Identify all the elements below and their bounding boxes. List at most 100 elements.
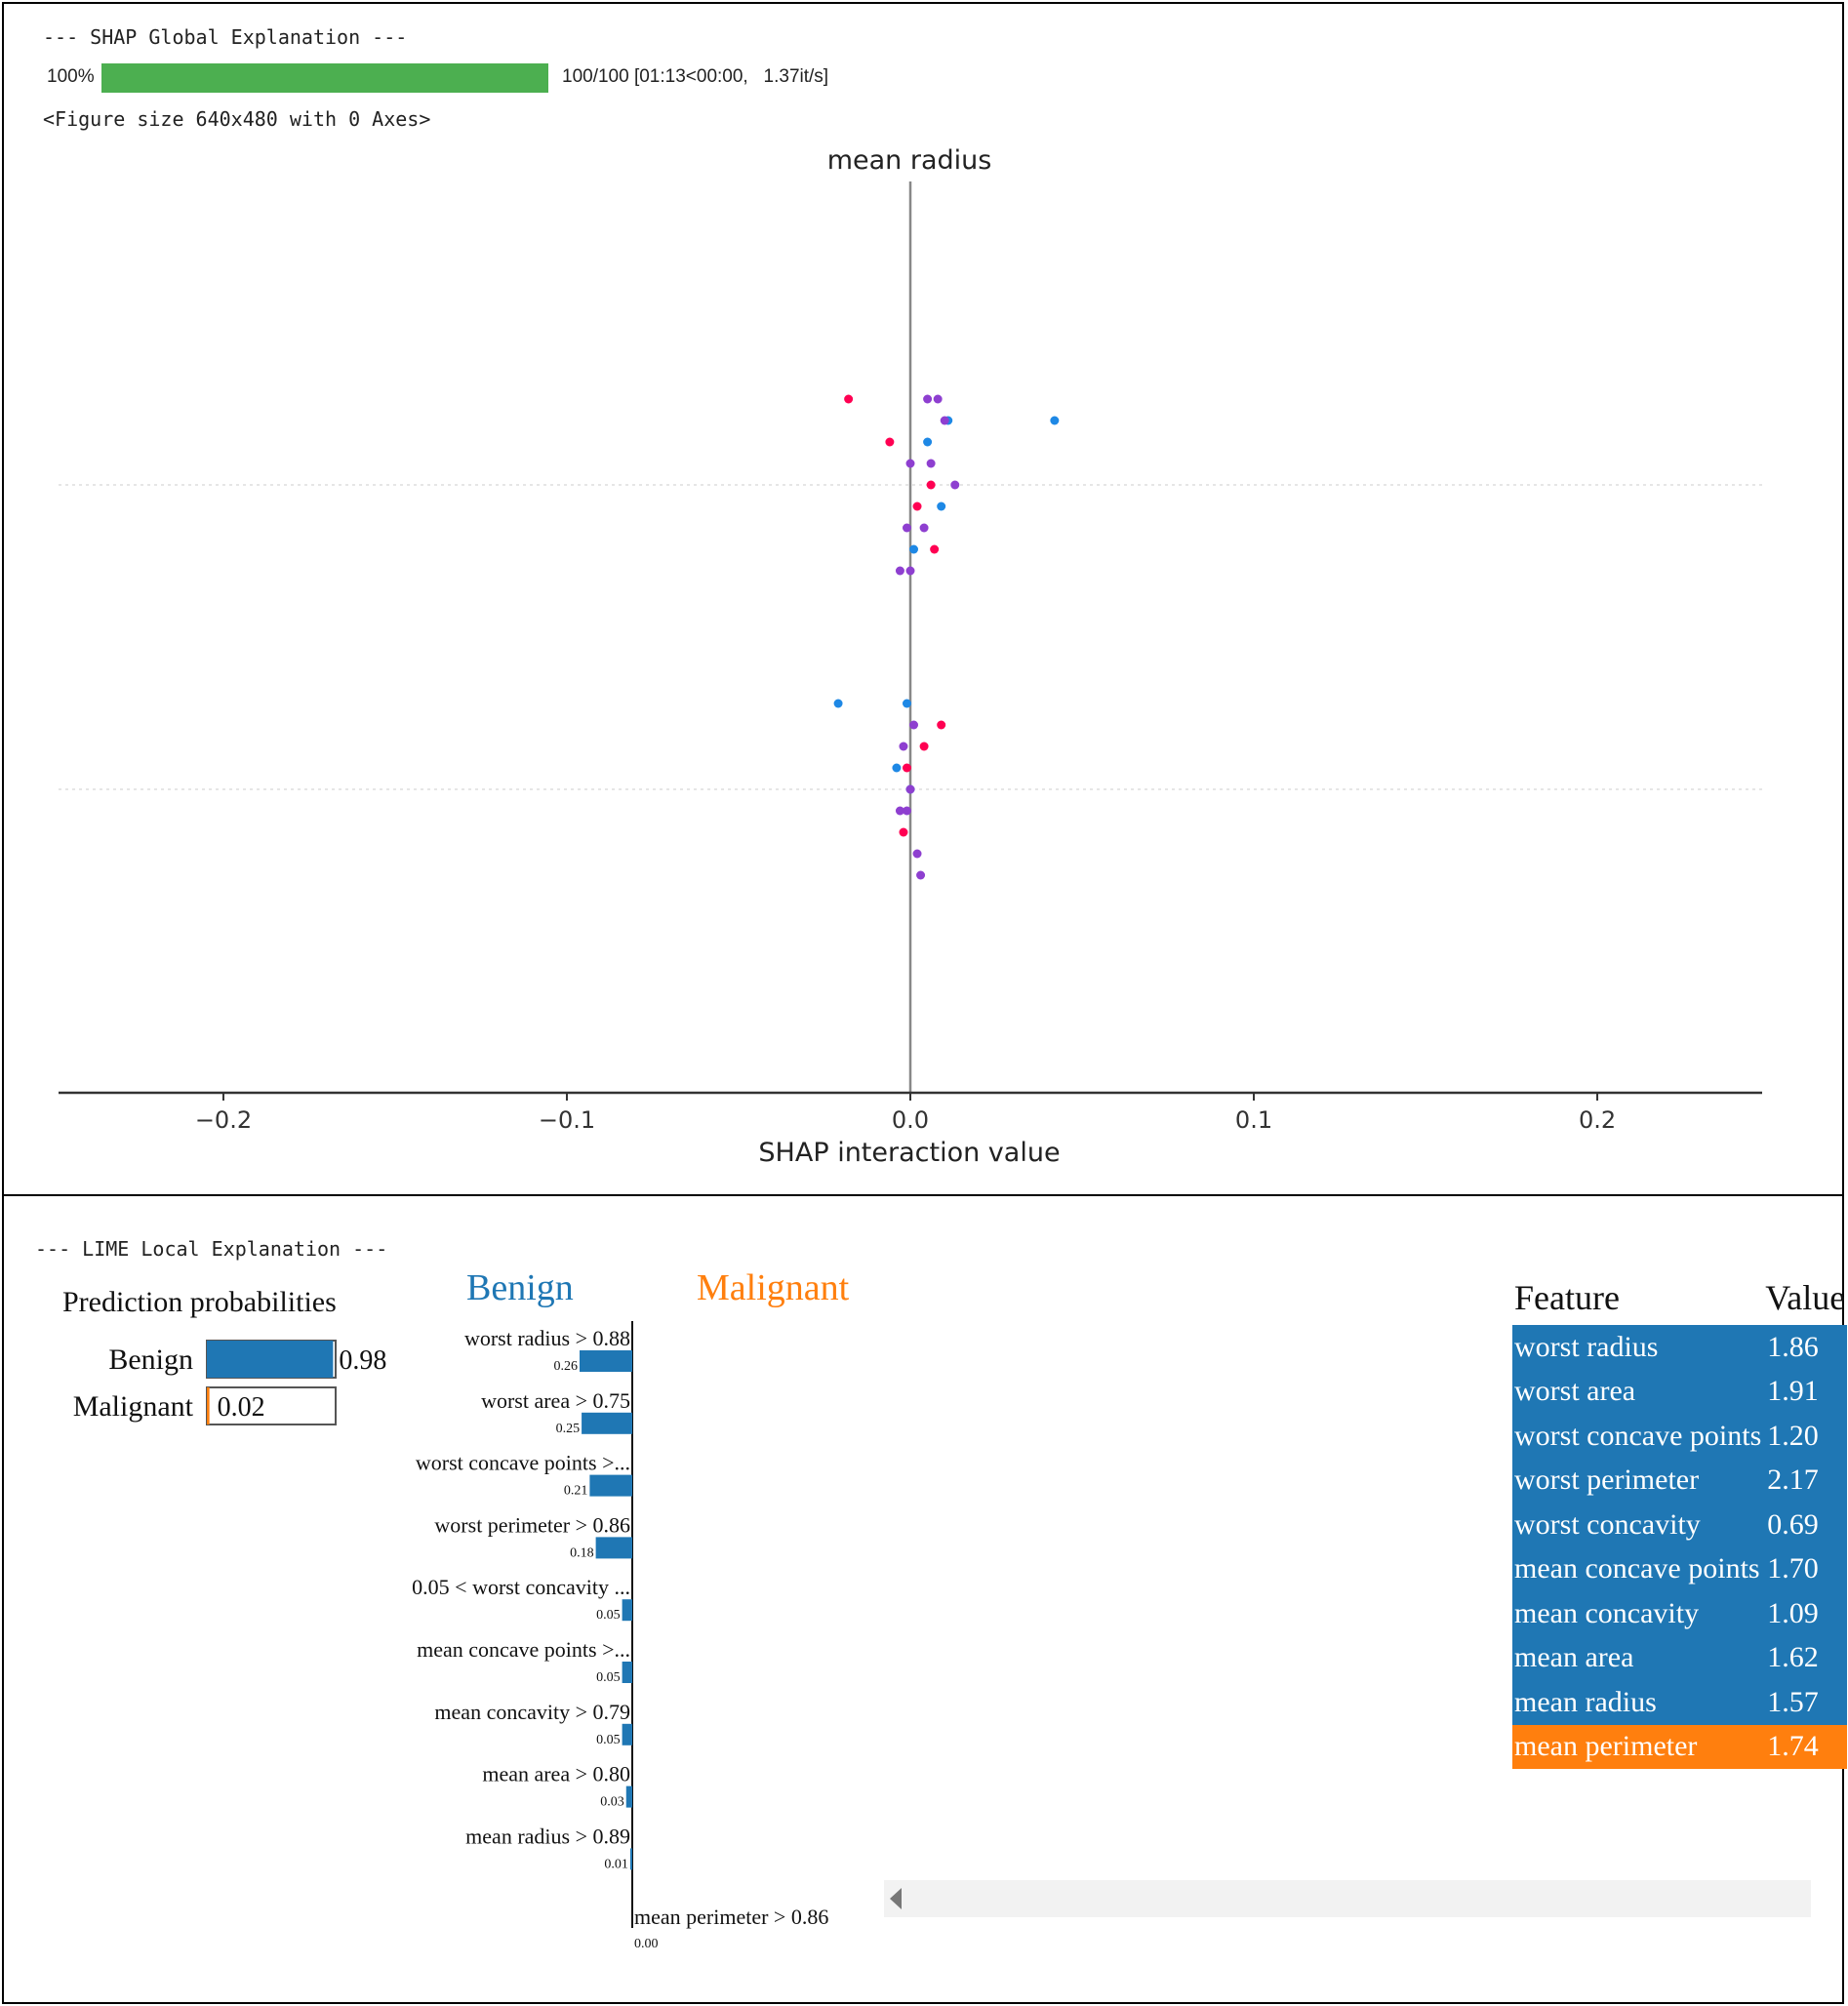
feature-bar-value: 0.21 xyxy=(564,1484,588,1499)
scatter-point xyxy=(926,480,936,490)
feature-bar-value: 0.05 xyxy=(596,1670,621,1685)
scatter-point xyxy=(950,480,960,490)
prob-bar-malignant xyxy=(207,1387,210,1424)
horizontal-scrollbar[interactable] xyxy=(884,1880,1811,1917)
scatter-point xyxy=(916,870,926,880)
shap-section-title: --- SHAP Global Explanation --- xyxy=(43,25,408,49)
scatter-point xyxy=(895,806,904,816)
feature-bar xyxy=(580,1350,632,1372)
progress-bar xyxy=(101,63,548,93)
shap-panel: --- SHAP Global Explanation --- 100% 100… xyxy=(2,2,1844,1196)
prob-bar-outline xyxy=(206,1386,337,1425)
scatter-point xyxy=(923,437,933,447)
feature-value-cell: 1.57 xyxy=(1767,1685,1819,1718)
scatter-point xyxy=(937,720,946,730)
feature-value-cell: 1.62 xyxy=(1767,1641,1819,1674)
table-row: worst concavity 0.69 xyxy=(1512,1503,1848,1547)
scatter-point xyxy=(905,459,915,468)
feature-label: mean concavity > 0.79 xyxy=(434,1700,630,1724)
scatter-point xyxy=(902,699,911,708)
prob-value: 0.02 xyxy=(218,1392,265,1423)
feature-name-cell: mean radius xyxy=(1514,1685,1657,1718)
feature-label: mean radius > 0.89 xyxy=(465,1824,630,1848)
feature-value-table: Feature Value worst radius 1.86 worst area… xyxy=(1512,1270,1848,1769)
feature-name-cell: worst area xyxy=(1514,1375,1636,1408)
table-row: worst area 1.91 xyxy=(1512,1369,1848,1414)
feature-bar xyxy=(582,1412,632,1434)
feature-bar xyxy=(629,1848,632,1870)
table-row: worst radius 1.86 xyxy=(1512,1325,1848,1370)
scatter-point xyxy=(937,502,946,511)
feature-value-cell: 1.86 xyxy=(1767,1330,1819,1363)
scatter-point xyxy=(933,394,943,404)
x-tick-label: −0.1 xyxy=(539,1106,595,1134)
lime-section-title: --- LIME Local Explanation --- xyxy=(35,1237,388,1261)
feature-value-cell: 1.70 xyxy=(1767,1552,1819,1585)
scatter-point xyxy=(902,763,911,773)
shap-scatter-chart: mean radius SHAP interaction value −0.2−… xyxy=(59,145,1762,1168)
feature-label: 0.05 < worst concavity ... xyxy=(412,1575,630,1599)
scatter-point xyxy=(892,763,902,773)
table-row: mean concavity 1.09 xyxy=(1512,1591,1848,1636)
progress-percent: 100% xyxy=(47,66,95,87)
scatter-point xyxy=(902,523,911,533)
feature-label: worst concave points >... xyxy=(416,1451,630,1475)
feature-name-cell: worst concave points xyxy=(1514,1419,1762,1452)
feature-value-cell: 1.20 xyxy=(1767,1419,1819,1452)
scroll-left-arrow-icon[interactable] xyxy=(890,1888,902,1909)
lime-feature-chart: worst radius > 0.88 0.26 worst area > 0.75… xyxy=(412,1321,828,1951)
table-row: worst perimeter 2.17 xyxy=(1512,1458,1848,1503)
feature-bar xyxy=(622,1723,632,1745)
feature-bar xyxy=(622,1599,632,1622)
x-tick-label: 0.0 xyxy=(892,1106,929,1134)
prob-value: 0.98 xyxy=(339,1345,386,1376)
prob-label-malignant: Malignant xyxy=(73,1390,194,1423)
scatter-point xyxy=(885,437,895,447)
feature-name-cell: mean concavity xyxy=(1514,1596,1700,1629)
feature-label: worst area > 0.75 xyxy=(481,1388,630,1413)
scatter-point xyxy=(895,566,904,576)
feature-bar-value: 0.03 xyxy=(600,1795,624,1810)
feature-name-cell: worst concavity xyxy=(1514,1507,1701,1541)
table-header-row: Feature Value xyxy=(1512,1270,1847,1325)
prob-bar-benign xyxy=(207,1341,334,1378)
x-tick-label: −0.2 xyxy=(195,1106,252,1134)
scatter-point xyxy=(940,416,949,425)
feature-bar-value: 0.05 xyxy=(596,1733,621,1747)
feature-name-cell: mean perimeter xyxy=(1514,1730,1698,1763)
table-row: worst concave points 1.20 xyxy=(1512,1414,1848,1459)
scatter-point xyxy=(923,394,933,404)
feature-bar xyxy=(625,1785,632,1808)
class-label-malignant: Malignant xyxy=(697,1267,850,1308)
figure-size-note: <Figure size 640x480 with 0 Axes> xyxy=(43,107,431,131)
table-row: mean concave points 1.70 xyxy=(1512,1546,1848,1591)
feature-value-cell: 1.74 xyxy=(1767,1730,1819,1763)
feature-bar-value: 0.26 xyxy=(554,1359,579,1374)
feature-bar xyxy=(622,1662,632,1683)
feature-bar-value: 0.18 xyxy=(570,1545,594,1560)
lime-panel: --- LIME Local Explanation --- Predictio… xyxy=(2,1194,1848,2004)
chart-title: mean radius xyxy=(827,145,992,176)
table-row: mean perimeter 1.74 xyxy=(1512,1724,1848,1769)
scatter-point xyxy=(912,849,922,859)
feature-value-cell: 2.17 xyxy=(1767,1464,1819,1497)
x-tick-label: 0.1 xyxy=(1235,1106,1272,1134)
scatter-point xyxy=(1050,416,1060,425)
feature-label: mean perimeter > 0.86 xyxy=(634,1905,828,1929)
scatter-point xyxy=(919,523,929,533)
feature-name-cell: mean area xyxy=(1514,1641,1634,1674)
scatter-marks: −0.2 −0.1 0.0 0.1 0.2 xyxy=(59,181,1762,1134)
feature-label: mean concave points >... xyxy=(417,1637,630,1662)
feature-bar-value: 0.00 xyxy=(634,1937,659,1951)
scatter-point xyxy=(909,544,919,554)
feature-value-cell: 0.69 xyxy=(1767,1507,1819,1541)
scatter-point xyxy=(926,459,936,468)
feature-bar-value: 0.05 xyxy=(596,1608,621,1623)
table-row: mean radius 1.57 xyxy=(1512,1680,1848,1725)
scatter-point xyxy=(912,502,922,511)
x-tick-label: 0.2 xyxy=(1579,1106,1616,1134)
feature-bar xyxy=(589,1474,632,1497)
column-header-feature: Feature xyxy=(1514,1278,1620,1317)
feature-bar-value: 0.25 xyxy=(556,1422,581,1436)
column-header-value: Value xyxy=(1765,1278,1846,1317)
